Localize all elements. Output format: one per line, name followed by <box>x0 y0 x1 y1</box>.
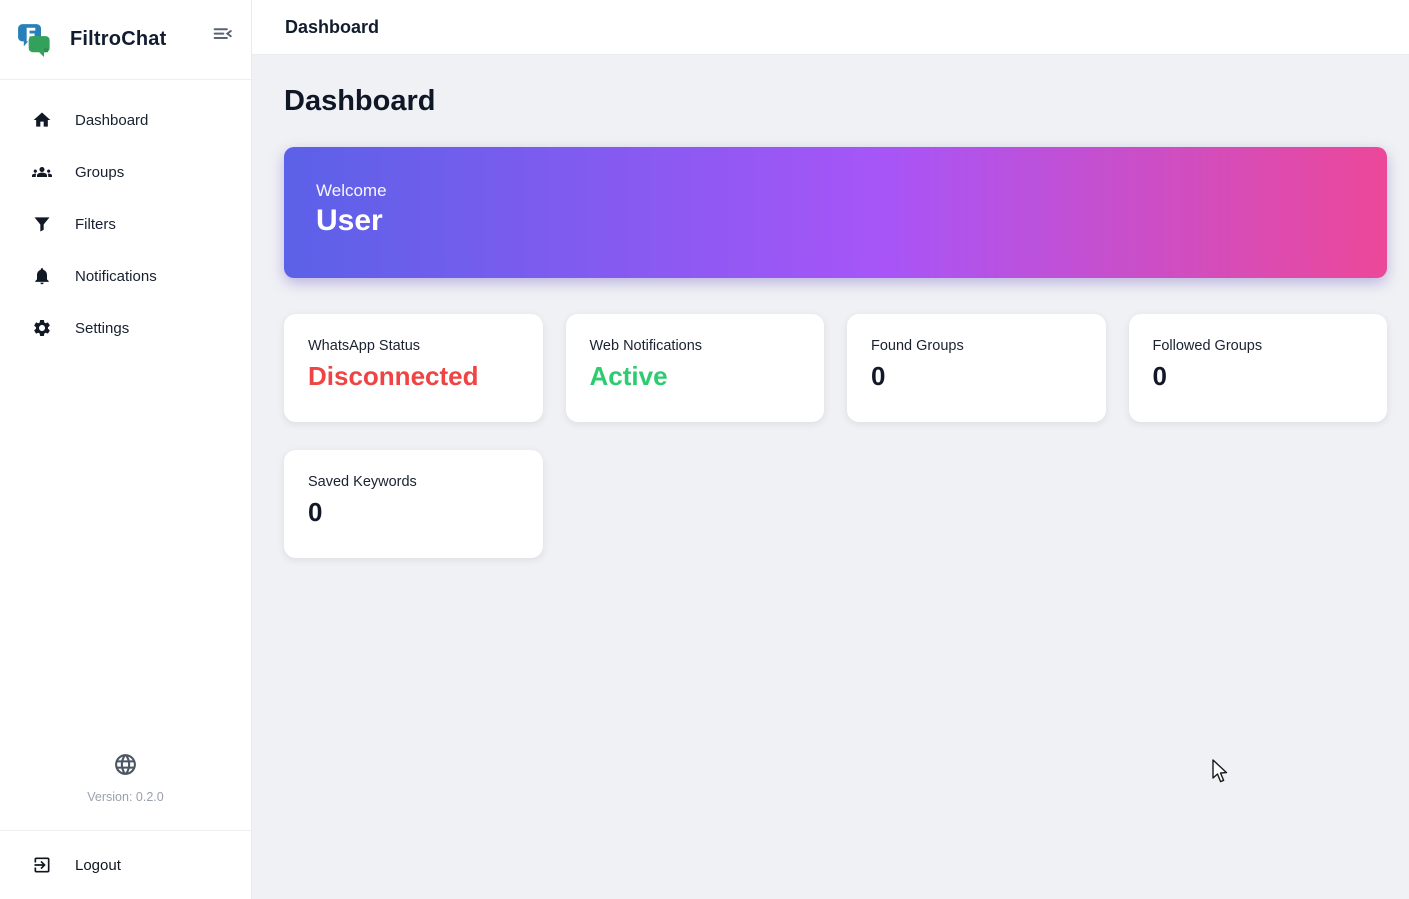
logout-label: Logout <box>75 856 121 874</box>
stat-cards: WhatsApp Status Disconnected Web Notific… <box>284 314 1387 558</box>
card-found-groups: Found Groups 0 <box>847 314 1106 422</box>
card-saved-keywords: Saved Keywords 0 <box>284 450 543 558</box>
main-column: Dashboard Dashboard Welcome User WhatsAp… <box>252 0 1409 899</box>
card-value: Disconnected <box>308 361 479 391</box>
sidebar-item-label: Groups <box>75 163 125 181</box>
sidebar-collapse-button[interactable] <box>212 24 233 55</box>
card-whatsapp-status: WhatsApp Status Disconnected <box>284 314 543 422</box>
sidebar-item-notifications[interactable]: Notifications <box>0 250 251 302</box>
sidebar-item-settings[interactable]: Settings <box>0 302 251 354</box>
sidebar-item-label: Notifications <box>75 267 157 285</box>
banner-greeting: Welcome <box>316 181 387 200</box>
logout-button[interactable]: Logout <box>0 830 251 899</box>
card-label: Saved Keywords <box>308 474 417 490</box>
filter-icon <box>32 214 52 234</box>
sidebar-item-groups[interactable]: Groups <box>0 146 251 198</box>
bell-icon <box>32 266 52 286</box>
sidebar-header: FiltroChat <box>0 0 251 80</box>
card-value: 0 <box>1152 361 1167 391</box>
welcome-banner: Welcome User <box>284 147 1387 278</box>
card-label: Found Groups <box>871 338 964 354</box>
sidebar-item-label: Dashboard <box>75 111 149 129</box>
topbar-title: Dashboard <box>285 16 380 37</box>
card-value: Active <box>589 361 668 391</box>
card-web-notifications: Web Notifications Active <box>565 314 824 422</box>
home-icon <box>32 110 52 130</box>
version-label: Version: 0.2.0 <box>87 790 164 804</box>
groups-icon <box>32 162 52 182</box>
sidebar-item-dashboard[interactable]: Dashboard <box>0 94 251 146</box>
app-title: FiltroChat <box>70 28 167 50</box>
card-label: Followed Groups <box>1152 338 1263 354</box>
globe-icon[interactable] <box>113 752 138 777</box>
app-logo-icon <box>14 19 56 61</box>
card-value: 0 <box>871 361 886 391</box>
sidebar-nav: Dashboard Groups Filters Notifications <box>0 80 251 354</box>
sidebar-item-label: Filters <box>75 215 116 233</box>
card-followed-groups: Followed Groups 0 <box>1128 314 1387 422</box>
sidebar: FiltroChat Dashboard <box>0 0 252 899</box>
sidebar-item-filters[interactable]: Filters <box>0 198 251 250</box>
gear-icon <box>32 318 52 338</box>
content-area: Dashboard Welcome User WhatsApp Status D… <box>252 55 1409 899</box>
logout-icon <box>32 855 52 875</box>
topbar: Dashboard <box>252 0 1409 55</box>
menu-fold-icon <box>213 28 232 39</box>
card-value: 0 <box>308 497 323 527</box>
card-label: WhatsApp Status <box>308 338 421 354</box>
page-title: Dashboard <box>284 85 436 117</box>
sidebar-footer: Version: 0.2.0 <box>0 752 251 830</box>
card-label: Web Notifications <box>589 338 703 354</box>
sidebar-item-label: Settings <box>75 319 130 337</box>
banner-username: User <box>316 204 383 237</box>
